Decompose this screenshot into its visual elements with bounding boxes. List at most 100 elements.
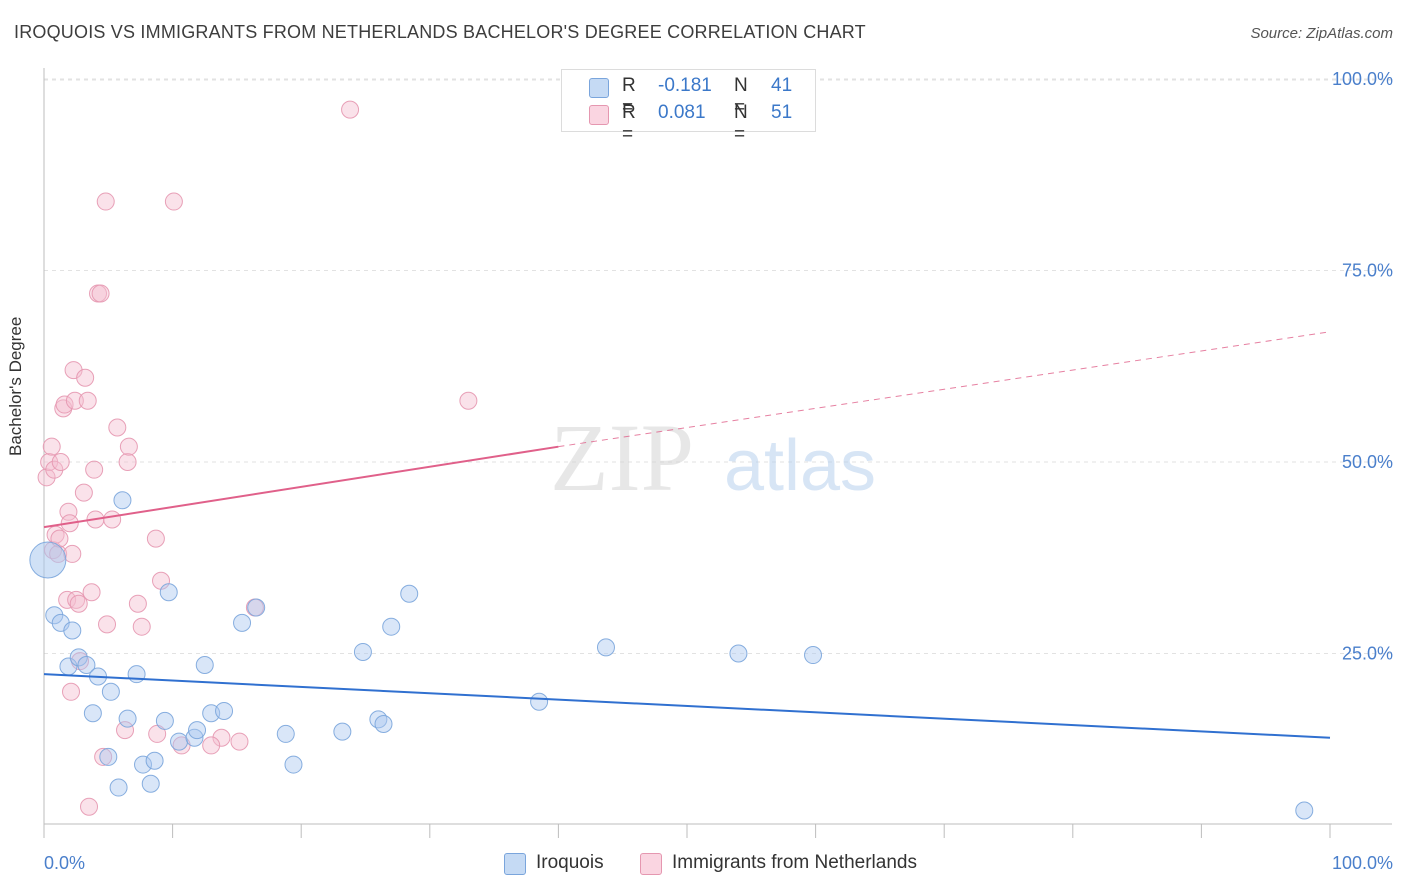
data-point-netherlands [74, 483, 93, 502]
data-point-netherlands [45, 460, 64, 479]
data-point-iroquois [83, 704, 102, 723]
data-point-iroquois [127, 665, 146, 684]
data-point-netherlands [202, 736, 221, 755]
data-point-netherlands [212, 728, 231, 747]
data-point-iroquois [215, 701, 234, 720]
data-point-netherlands [96, 192, 115, 211]
y-tick-label: 75.0% [1342, 261, 1393, 281]
data-point-iroquois [729, 644, 748, 663]
tick-labels: 100.0% 75.0% 50.0% 25.0% 0.0% 100.0% [44, 69, 1393, 873]
data-point-iroquois [333, 722, 352, 741]
trend-line-iroquois [43, 673, 1331, 739]
data-point-iroquois [382, 617, 401, 636]
trend-lines [43, 331, 1331, 739]
data-point-iroquois [141, 774, 160, 793]
legend-r-label: R = [622, 102, 636, 145]
data-point-netherlands [98, 615, 117, 634]
legend-n-label: N = [734, 75, 748, 118]
data-point-iroquois [109, 778, 128, 797]
data-point-iroquois [247, 598, 266, 617]
axes [43, 68, 1392, 838]
data-point-netherlands [85, 460, 104, 479]
legend-swatch-blue [589, 78, 609, 98]
data-point-netherlands [51, 453, 70, 471]
source-credit: Source: ZipAtlas.com [1250, 25, 1393, 42]
data-point-iroquois [101, 682, 120, 701]
data-point-iroquois [29, 541, 67, 579]
data-point-iroquois [195, 655, 214, 674]
data-point-iroquois [155, 711, 174, 730]
y-axis-label: Bachelor's Degree [6, 316, 25, 456]
data-point-iroquois [63, 621, 82, 640]
data-point-netherlands [55, 395, 74, 414]
data-point-iroquois [113, 491, 132, 510]
watermark-atlas: atlas [724, 426, 876, 506]
data-point-netherlands [65, 391, 84, 410]
data-point-iroquois [1295, 801, 1314, 820]
data-point-iroquois [159, 583, 178, 602]
data-point-netherlands [118, 453, 137, 471]
y-tick-label: 100.0% [1332, 69, 1393, 89]
data-point-netherlands [78, 391, 97, 410]
legend-n-value: 41 [771, 75, 793, 96]
data-point-netherlands [116, 721, 135, 740]
data-point-netherlands [103, 510, 122, 529]
trend-line-netherlands-dashed [558, 331, 1331, 448]
data-point-iroquois [276, 724, 295, 743]
data-point-netherlands [91, 284, 110, 303]
x-tick-label-max: 100.0% [1332, 853, 1393, 873]
data-point-iroquois [170, 732, 189, 751]
data-point-netherlands [42, 437, 61, 456]
watermark-zip: ZIP [550, 404, 694, 511]
points-blue [29, 491, 1314, 820]
legend-swatch-pink [640, 853, 662, 875]
y-tick-label: 25.0% [1342, 644, 1393, 664]
trend-line-netherlands [43, 445, 559, 529]
data-point-iroquois [134, 755, 153, 774]
data-point-iroquois [77, 655, 96, 674]
legend-n-label: N = [734, 102, 748, 145]
x-tick-label-min: 0.0% [44, 853, 85, 873]
chart-title: IROQUOIS VS IMMIGRANTS FROM NETHERLANDS … [14, 22, 866, 42]
data-point-netherlands [59, 502, 78, 521]
data-point-netherlands [128, 594, 147, 613]
data-point-netherlands [69, 594, 88, 613]
data-point-iroquois [284, 755, 303, 774]
legend-swatch-pink [589, 105, 609, 125]
legend-r-value: 0.081 [658, 102, 706, 123]
data-point-iroquois [374, 714, 393, 733]
data-point-netherlands [108, 418, 127, 437]
data-point-iroquois [804, 646, 823, 665]
data-point-iroquois [596, 638, 615, 657]
data-point-netherlands [62, 682, 81, 701]
data-point-iroquois [530, 692, 549, 711]
data-point-netherlands [146, 529, 165, 548]
data-point-iroquois [145, 751, 164, 770]
legend-n-value: 51 [771, 102, 793, 123]
watermark: ZIP atlas [550, 404, 876, 511]
y-tick-label: 50.0% [1342, 452, 1393, 472]
data-point-netherlands [341, 100, 360, 119]
data-point-netherlands [80, 797, 99, 816]
stats-legend: R = -0.181 N = 41 R = 0.081 N = 51 [561, 69, 816, 145]
data-point-netherlands [76, 368, 95, 387]
data-point-netherlands [230, 732, 249, 751]
data-point-iroquois [233, 613, 252, 632]
legend-label-netherlands: Immigrants from Netherlands [672, 852, 917, 873]
points-pink [37, 100, 478, 816]
data-point-iroquois [188, 721, 207, 740]
data-point-iroquois [118, 709, 137, 728]
legend-r-label: R = [622, 75, 636, 118]
legend-r-value: -0.181 [658, 75, 712, 96]
data-point-netherlands [164, 192, 183, 211]
data-point-iroquois [45, 606, 64, 625]
data-point-netherlands [82, 583, 101, 602]
data-point-iroquois [69, 648, 88, 667]
data-point-netherlands [58, 590, 77, 609]
data-point-netherlands [132, 617, 151, 636]
legend-label-iroquois: Iroquois [536, 852, 604, 873]
gridlines [44, 78, 1392, 654]
data-point-iroquois [400, 584, 419, 603]
data-point-iroquois [353, 642, 372, 661]
